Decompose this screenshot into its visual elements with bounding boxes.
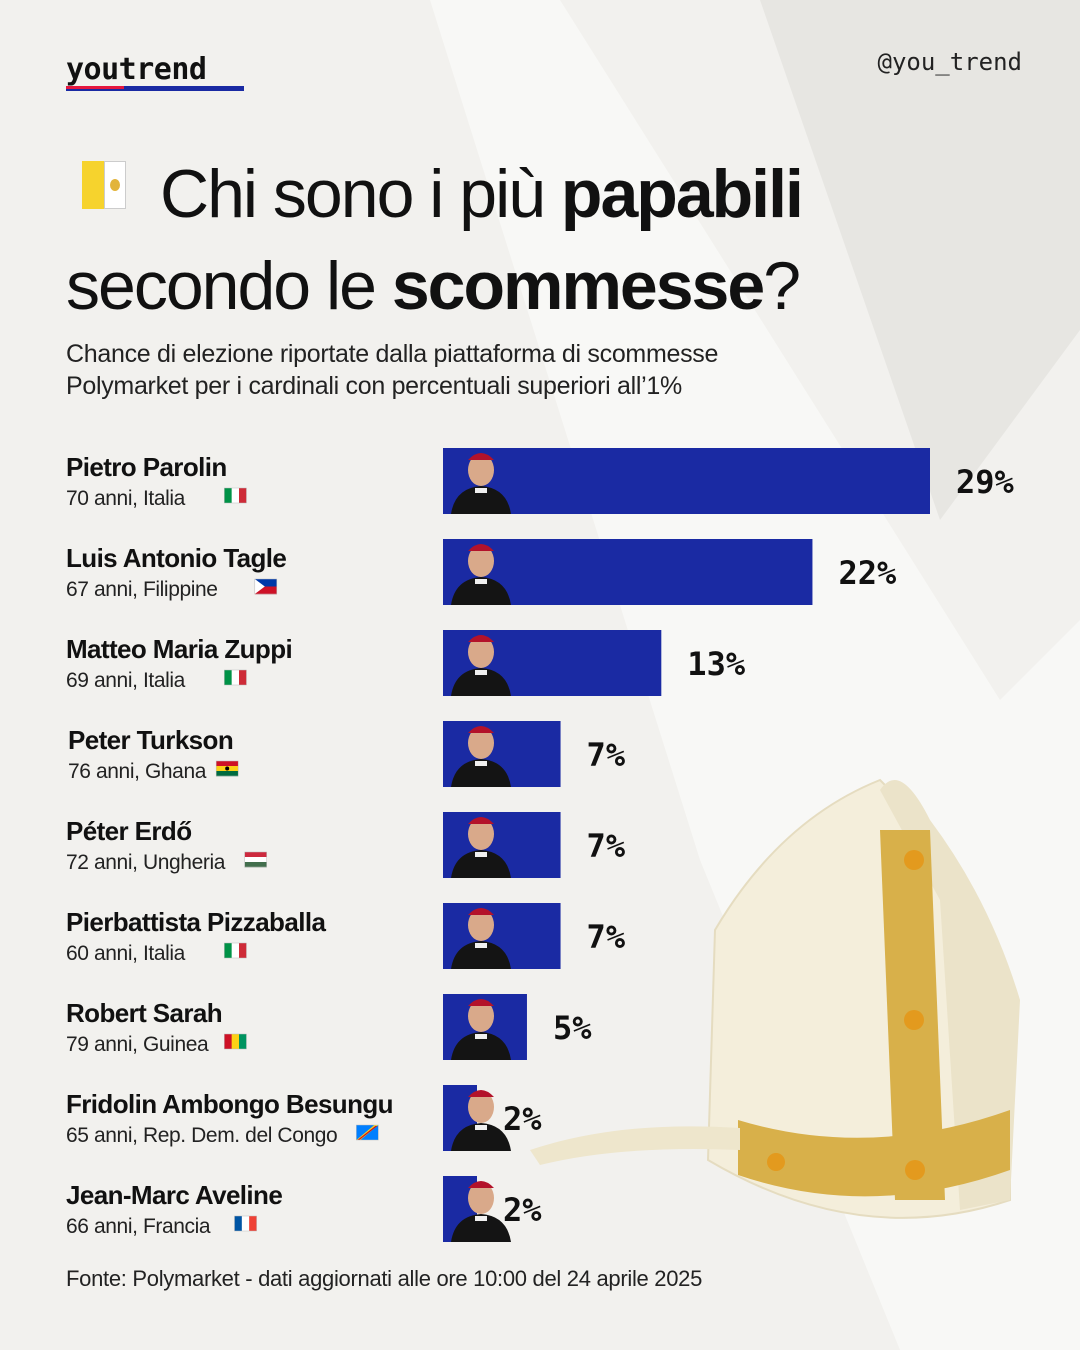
bar-row: Fridolin Ambongo Besungu 65 anni, Rep. De… xyxy=(66,1085,542,1151)
category-label: Péter Erdő xyxy=(66,816,192,846)
cardinal-portrait xyxy=(451,635,511,696)
cardinal-portrait xyxy=(451,908,511,969)
value-label: 29% xyxy=(956,463,1015,501)
category-label: Matteo Maria Zuppi xyxy=(66,634,292,664)
cardinal-portrait xyxy=(451,999,511,1060)
title-part1: Chi sono i più xyxy=(160,156,561,232)
value-label: 7% xyxy=(587,736,626,774)
category-detail: 66 anni, Francia xyxy=(66,1215,211,1238)
bar-row: Luis Antonio Tagle 67 anni, Filippine 22% xyxy=(66,539,897,605)
category-detail: 60 anni, Italia xyxy=(66,942,186,965)
value-label: 2% xyxy=(503,1100,542,1138)
value-label: 5% xyxy=(553,1009,592,1047)
bar xyxy=(443,448,930,514)
dr-congo-flag-icon xyxy=(356,1124,379,1141)
category-label: Fridolin Ambongo Besungu xyxy=(66,1089,393,1119)
page-title: Chi sono i più papabili secondo le scomm… xyxy=(66,148,1026,332)
title-end: ? xyxy=(763,248,801,324)
italy-flag-icon xyxy=(224,487,247,504)
guinea-flag-icon xyxy=(224,1033,247,1050)
value-label: 22% xyxy=(838,554,897,592)
category-detail: 76 anni, Ghana xyxy=(68,760,207,783)
value-label: 7% xyxy=(587,827,626,865)
value-label: 2% xyxy=(503,1191,542,1229)
category-label: Peter Turkson xyxy=(68,725,233,755)
bar-row: Robert Sarah 79 anni, Guinea 5% xyxy=(66,994,592,1060)
title-bold1: papabili xyxy=(560,156,804,232)
category-label: Pierbattista Pizzaballa xyxy=(66,907,326,937)
ghana-flag-icon xyxy=(215,760,239,777)
category-detail: 70 anni, Italia xyxy=(66,487,186,510)
value-label: 13% xyxy=(687,645,746,683)
source-note: Fonte: Polymarket - dati aggiornati alle… xyxy=(66,1266,703,1291)
cardinal-portrait xyxy=(451,817,511,878)
category-detail: 69 anni, Italia xyxy=(66,669,186,692)
cardinal-portrait xyxy=(451,726,511,787)
logo-underline xyxy=(66,86,244,92)
social-handle: @you_trend xyxy=(877,48,1023,76)
bar-row: Peter Turkson 76 anni, Ghana 7% xyxy=(68,721,626,787)
cardinal-portrait xyxy=(451,453,511,514)
bar-row: Péter Erdő 72 anni, Ungheria 7% xyxy=(66,812,626,878)
france-flag-icon xyxy=(234,1215,257,1232)
subtitle-line1: Chance di elezione riportate dalla piatt… xyxy=(66,340,719,368)
category-detail: 65 anni, Rep. Dem. del Congo xyxy=(66,1124,337,1147)
bar-row: Pierbattista Pizzaballa 60 anni, Italia 7% xyxy=(66,903,626,969)
title-bold2: scommesse xyxy=(391,248,765,324)
philippines-flag-icon xyxy=(254,578,278,595)
cardinal-portrait xyxy=(451,544,511,605)
youtrend-logo: youtrend xyxy=(66,52,207,87)
hungary-flag-icon xyxy=(244,851,267,868)
category-label: Pietro Parolin xyxy=(66,452,227,482)
bar-row: Matteo Maria Zuppi 69 anni, Italia 13% xyxy=(66,630,746,696)
italy-flag-icon xyxy=(224,669,247,686)
cardinal-portrait xyxy=(451,1181,511,1242)
title-part2: secondo le xyxy=(66,248,392,324)
subtitle-line2: Polymarket per i cardinali con percentua… xyxy=(66,372,682,400)
cardinal-portrait xyxy=(451,1090,511,1151)
category-label: Luis Antonio Tagle xyxy=(66,543,286,573)
bar-row: Jean-Marc Aveline 66 anni, Francia 2% xyxy=(66,1176,542,1242)
papal-mitre-illustration xyxy=(530,778,1020,1219)
category-detail: 79 anni, Guinea xyxy=(66,1033,209,1056)
value-label: 7% xyxy=(587,918,626,956)
category-detail: 67 anni, Filippine xyxy=(66,578,218,601)
bar-row: Pietro Parolin 70 anni, Italia 29% xyxy=(66,448,1015,514)
italy-flag-icon xyxy=(224,942,247,959)
category-detail: 72 anni, Ungheria xyxy=(66,851,226,874)
category-label: Jean-Marc Aveline xyxy=(66,1180,282,1210)
subtitle: Chance di elezione riportate dalla piatt… xyxy=(66,338,886,402)
vatican-flag-icon xyxy=(82,161,126,209)
category-label: Robert Sarah xyxy=(66,998,222,1028)
